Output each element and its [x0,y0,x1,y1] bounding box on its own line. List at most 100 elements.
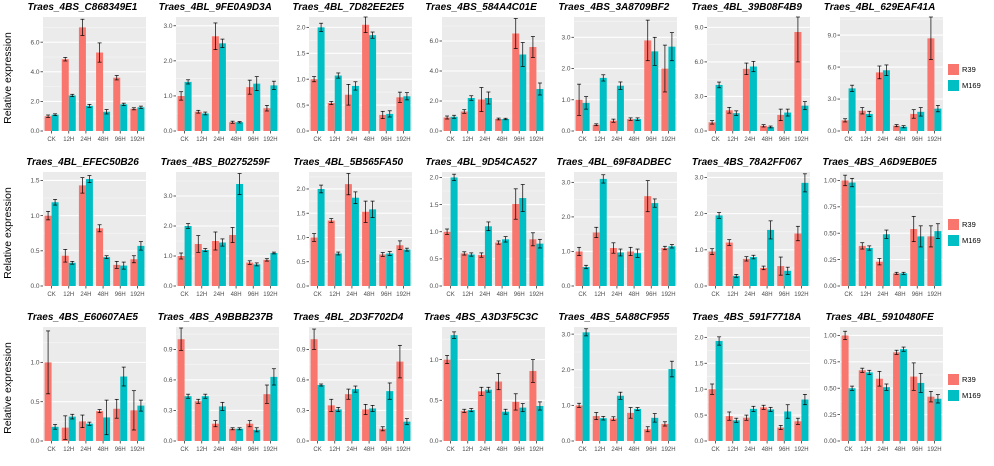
svg-text:6.0: 6.0 [429,38,438,45]
svg-text:12H: 12H [595,292,606,298]
svg-text:0.5: 0.5 [296,259,305,266]
svg-text:192H: 192H [662,292,676,298]
svg-text:48H: 48H [895,447,906,453]
svg-text:1.0: 1.0 [30,213,39,220]
facet-Traes_4BS_78A2FF067: Traes_4BS_78A2FF067 0.0 1.0 2.0 3.0 CK 12H 24H 4… [680,155,813,310]
svg-text:12H: 12H [462,447,473,453]
svg-text:12H: 12H [63,447,74,453]
svg-text:CK: CK [845,447,853,453]
legend-swatch-icon [948,374,959,385]
svg-text:24H: 24H [213,137,224,143]
svg-text:0.0: 0.0 [163,128,172,135]
svg-text:0.5: 0.5 [695,412,704,419]
facet-plot: 0.0 0.5 1.0 1.5 2.0 CK 12H 24H 48H 96H 192H [695,327,811,453]
svg-text:48H: 48H [363,447,374,453]
svg-text:96H: 96H [513,292,524,298]
svg-text:6.0: 6.0 [695,59,704,66]
facet-plot: 0.0 2.0 4.0 6.0 CK 12H 24H 48H 96H 192H [429,17,545,143]
svg-text:24H: 24H [878,292,889,298]
facet-Traes_4BL_5910480FE: Traes_4BL_5910480FE 0.00 0.25 0.50 0.75 1.00 C… [813,310,946,465]
svg-text:96H: 96H [248,137,259,143]
svg-text:3.0: 3.0 [828,96,837,103]
facet-plot: 0.0 0.5 1.0 CK 12H 24H 48H 96H 192H [30,327,146,453]
svg-text:192H: 192H [927,137,941,143]
svg-text:96H: 96H [646,447,657,453]
facet-plot: 0.00 0.25 0.50 0.75 1.00 CK 12H 24H 48H 96H 192H [824,327,944,453]
facet-row-2: Traes_4BL_EFEC50B26 0.0 0.5 1.0 1.5 CK 12H 24H 4… [16,155,946,310]
facet-Traes_4BL_39B08F4B9: Traes_4BL_39B08F4B9 0.0 3.0 6.0 9.0 CK 12H 24H 4… [680,0,813,155]
svg-text:0.50: 0.50 [824,230,837,237]
facet-title: Traes_4BS_591F7718A [692,312,802,323]
svg-text:CK: CK [845,137,853,143]
svg-text:12H: 12H [329,447,340,453]
facet-Traes_4BL_9D54CA527: Traes_4BL_9D54CA527 0.0 0.5 1.0 1.5 2.0 CK 12H 2… [415,155,548,310]
svg-text:12H: 12H [860,447,871,453]
facet-Traes_4BL_EFEC50B26: Traes_4BL_EFEC50B26 0.0 0.5 1.0 1.5 CK 12H 24H 4… [16,155,149,310]
svg-text:3.0: 3.0 [562,35,571,42]
svg-text:12H: 12H [63,137,74,143]
facet-title: Traes_4BS_C868349E1 [27,2,138,13]
svg-text:1.0: 1.0 [429,357,438,364]
facet-plot: 0.0 0.5 1.0 1.5 2.0 CK 12H 24H 48H 96H 192H [296,16,412,143]
y-axis-title-text: Relative expression [2,186,14,279]
svg-text:2.0: 2.0 [695,335,704,342]
facet-Traes_4BL_69F8ADBEC: Traes_4BL_69F8ADBEC 0.0 1.0 2.0 3.0 CK 12H 24H 4… [547,155,680,310]
y-axis-title-text: Relative expression [2,31,14,124]
svg-text:1.5: 1.5 [296,50,305,57]
svg-text:96H: 96H [115,137,126,143]
svg-text:0.0: 0.0 [30,128,39,135]
chart-row-3: Relative expression Traes_4BS_E60607AE5 0… [0,310,994,465]
facet-title: Traes_4BS_5A88CF955 [558,312,670,323]
svg-text:12H: 12H [462,292,473,298]
svg-text:0.0: 0.0 [562,128,571,135]
facet-Traes_4BS_A3D3F5C3C: Traes_4BS_A3D3F5C3C 0.0 0.5 1.0 CK 12H 24H 48H 9… [415,310,548,465]
svg-text:0.0: 0.0 [695,128,704,135]
facet-plot: 0.0 1.0 2.0 3.0 CK 12H 24H 48H 96H 192H [163,172,279,298]
svg-text:0.0: 0.0 [429,438,438,445]
svg-text:24H: 24H [346,292,357,298]
svg-text:192H: 192H [662,447,676,453]
svg-text:0.9: 0.9 [296,347,305,354]
facet-title: Traes_4BL_2D3F702D4 [292,312,404,323]
facet-Traes_4BL_629EAF41A: Traes_4BL_629EAF41A 0.0 3.0 6.0 9.0 CK 12H 24H 4… [813,0,946,155]
svg-text:192H: 192H [529,137,543,143]
svg-text:24H: 24H [745,137,756,143]
svg-text:0.0: 0.0 [296,438,305,445]
facet-Traes_4BL_9FE0A9D3A: Traes_4BL_9FE0A9D3A 0.0 1.0 2.0 3.0 CK 12H 24H 4… [149,0,282,155]
svg-text:96H: 96H [248,292,259,298]
legend-label: M169 [962,81,981,90]
svg-text:1.0: 1.0 [163,93,172,100]
legend: R39 M169 [946,310,994,465]
legend-label: R39 [962,65,976,74]
svg-text:96H: 96H [248,447,259,453]
svg-text:48H: 48H [629,137,640,143]
svg-text:1.0: 1.0 [695,386,704,393]
svg-text:0.0: 0.0 [296,283,305,290]
svg-text:24H: 24H [745,447,756,453]
svg-text:0.0: 0.0 [695,438,704,445]
svg-text:48H: 48H [629,292,640,298]
facet-title: Traes_4BL_9FE0A9D3A [158,2,272,13]
legend-swatch-icon [948,235,959,246]
svg-text:48H: 48H [762,447,773,453]
svg-text:192H: 192H [795,447,809,453]
svg-text:0.0: 0.0 [163,283,172,290]
svg-text:9.0: 9.0 [828,32,837,39]
svg-text:9.0: 9.0 [695,25,704,32]
svg-text:0.0: 0.0 [429,128,438,135]
svg-text:0.75: 0.75 [824,359,837,366]
svg-text:12H: 12H [329,137,340,143]
facet-Traes_4BS_C868349E1: Traes_4BS_C868349E1 0.0 2.0 4.0 6.0 CK 12H 24H 4… [16,0,149,155]
y-axis-title-text: Relative expression [2,341,14,434]
svg-text:48H: 48H [230,137,241,143]
svg-text:24H: 24H [80,292,91,298]
facet-row-1: Traes_4BS_C868349E1 0.0 2.0 4.0 6.0 CK 12H 24H 4… [16,0,946,155]
facet-title: Traes_4BL_629EAF41A [823,2,936,13]
svg-text:12H: 12H [63,292,74,298]
legend-swatch-icon [948,390,959,401]
svg-text:CK: CK [446,447,454,453]
facet-plot: 0.0 3.0 6.0 9.0 CK 12H 24H 48H 96H 192H [828,16,944,143]
svg-text:12H: 12H [728,137,739,143]
svg-text:3.0: 3.0 [163,193,172,200]
svg-text:CK: CK [712,137,720,143]
